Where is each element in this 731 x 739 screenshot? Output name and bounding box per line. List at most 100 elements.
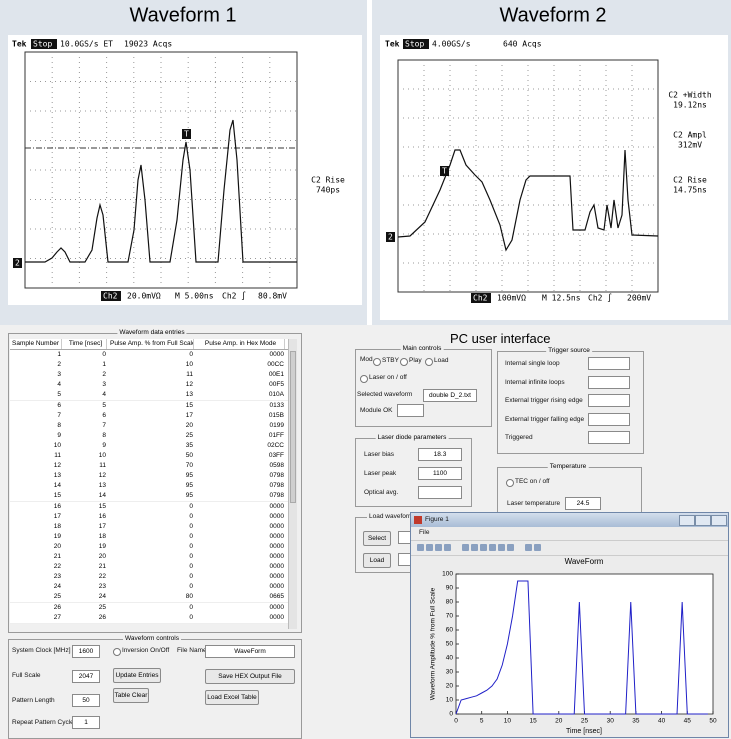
button[interactable]: Load Excel Table — [205, 690, 259, 705]
cell: 0 — [189, 502, 193, 510]
scrollbar[interactable] — [288, 339, 297, 629]
radio[interactable] — [373, 358, 381, 366]
footer-trigger: Ch2 ∫ — [588, 294, 612, 303]
menu[interactable]: File — [419, 529, 430, 536]
cell: 22 — [98, 573, 106, 581]
radio[interactable] — [360, 375, 368, 383]
input[interactable]: 1100 — [418, 467, 462, 480]
panel-title: Waveform controls — [123, 635, 181, 642]
cell: 24 — [98, 593, 106, 601]
cell: 0 — [189, 351, 193, 358]
cell: 18 — [98, 532, 106, 540]
cell: 24 — [53, 583, 61, 591]
cell: 6 — [57, 401, 61, 409]
minimize[interactable] — [679, 515, 695, 526]
tool-icon[interactable] — [525, 544, 532, 551]
cell: 14 — [98, 492, 106, 500]
label: Laser temperature — [507, 500, 561, 507]
input[interactable]: 1600 — [72, 645, 100, 658]
tool-icon[interactable] — [480, 544, 487, 551]
title-bar: Figure 1 — [411, 513, 728, 527]
tool-icon[interactable] — [417, 544, 424, 551]
cell: 26 — [53, 603, 61, 611]
state: Stop — [405, 40, 424, 49]
cell: 0 — [189, 522, 193, 530]
label: TEC on / off — [515, 478, 550, 485]
y-axis-label: Waveform Amplitude % from Full Scale — [430, 587, 437, 700]
trigger-marker: T — [442, 167, 447, 176]
cell: 03FF — [268, 452, 284, 459]
heading: Waveform 2 — [499, 4, 606, 26]
marker-box — [13, 258, 22, 268]
button[interactable]: Select — [363, 531, 391, 546]
y-tick-label: 80 — [446, 599, 454, 606]
input[interactable]: 18.3 — [418, 448, 462, 461]
label: Full Scale — [12, 672, 41, 679]
x-tick-label: 35 — [632, 718, 640, 725]
radio[interactable] — [506, 479, 514, 487]
measure-name: C2 +Width — [668, 91, 712, 100]
cell: 00CC — [267, 361, 284, 369]
cell: 0 — [189, 583, 193, 591]
input[interactable]: 1 — [72, 716, 100, 729]
button[interactable]: Save HEX Output File — [205, 669, 295, 684]
table-header: Sample Number Time [nsec] Pulse Amp. % fro… — [10, 339, 288, 350]
label: Laser on / off — [369, 374, 407, 381]
cell: 21 — [98, 563, 106, 571]
table-row: 27 26 0 0000 — [10, 612, 288, 624]
radio[interactable] — [425, 358, 433, 366]
button[interactable]: Load — [363, 553, 391, 568]
input[interactable]: double D_2.txt — [423, 389, 477, 402]
y-tick-label: 30 — [446, 669, 454, 676]
tool-icon[interactable] — [462, 544, 469, 551]
tool-icon[interactable] — [534, 544, 541, 551]
cell: 10 — [185, 361, 193, 369]
cell: 7 — [57, 411, 61, 419]
tool-icon[interactable] — [507, 544, 514, 551]
input[interactable]: 2047 — [72, 670, 100, 683]
cell: 0000 — [269, 563, 284, 571]
tool-icon[interactable] — [444, 544, 451, 551]
close[interactable] — [711, 515, 727, 526]
cell: 0000 — [269, 522, 284, 530]
plot-area — [455, 573, 714, 715]
cell: 9 — [102, 441, 106, 449]
input[interactable]: 24.5 — [565, 497, 601, 510]
cell: 015B — [268, 411, 284, 419]
rate: 4.00GS/s — [432, 40, 471, 49]
input[interactable]: 50 — [72, 694, 100, 707]
x-tick-label: 50 — [709, 718, 717, 725]
radio[interactable] — [400, 358, 408, 366]
cell: 0 — [189, 553, 193, 560]
footer-channel: Ch2 — [103, 292, 118, 301]
cell: 17 — [53, 512, 61, 520]
cell: 0798 — [269, 492, 284, 500]
marker-box — [440, 166, 449, 176]
cell: 0199 — [269, 421, 284, 429]
data-line — [455, 580, 708, 715]
tool-icon[interactable] — [498, 544, 505, 551]
label: STBY — [382, 357, 399, 364]
button[interactable]: Update Entries — [113, 668, 161, 683]
button[interactable]: Table Clear — [113, 688, 149, 703]
tool-icon[interactable] — [426, 544, 433, 551]
panel-title: Main controls — [400, 345, 444, 352]
tool-icon[interactable] — [489, 544, 496, 551]
label: Repeat Pattern Cycles — [12, 719, 78, 726]
x-tick-label: 5 — [480, 718, 484, 725]
footer-time: M 12.5ns — [542, 294, 581, 303]
cell: 0000 — [269, 573, 284, 581]
maximize[interactable] — [695, 515, 711, 526]
tool-icon[interactable] — [435, 544, 442, 551]
radio[interactable] — [113, 648, 121, 656]
input[interactable]: WaveForm — [205, 645, 295, 658]
chart: WaveForm Time [nsec] Waveform Amplitude … — [430, 557, 717, 735]
cell: 0000 — [269, 512, 284, 520]
cell: 10 — [98, 452, 106, 459]
figure-window: Figure 1 File WaveForm Time [nsec] Wavef… — [410, 512, 729, 738]
footer-scale: 100mVΩ — [497, 294, 526, 303]
tool-icon[interactable] — [471, 544, 478, 551]
y-tick-label: 20 — [446, 683, 454, 690]
cell: 0000 — [269, 351, 284, 358]
cell: 15 — [53, 492, 61, 500]
